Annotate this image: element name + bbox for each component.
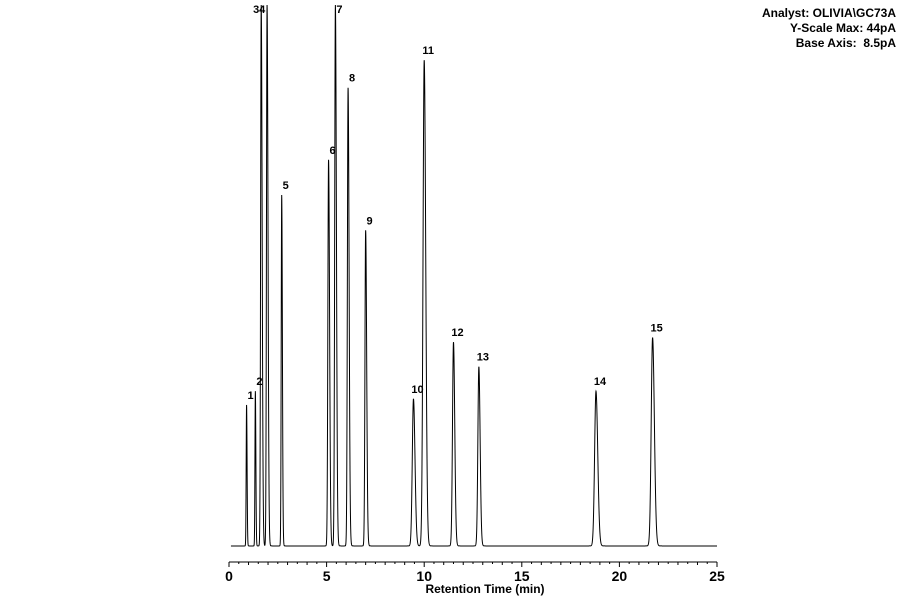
peak-label-7: 7	[336, 4, 342, 16]
x-axis-title: Retention Time (min)	[425, 582, 544, 596]
analyst-label: Analyst: OLIVIA\GC73A	[761, 6, 896, 20]
peak-label-14: 14	[594, 376, 607, 388]
peak-label-10: 10	[411, 384, 423, 396]
peak-label-6: 6	[330, 145, 336, 157]
peak-label-8: 8	[349, 73, 355, 85]
peak-label-5: 5	[283, 180, 289, 192]
x-tick-label: 5	[323, 568, 331, 584]
yscale-label: Y-Scale Max: 44pA	[789, 21, 896, 35]
x-tick-label: 25	[709, 568, 725, 584]
x-tick-label: 0	[225, 568, 233, 584]
x-tick-label: 20	[612, 568, 628, 584]
peak-label-34: 34	[253, 4, 266, 16]
peak-label-13: 13	[477, 352, 489, 364]
x-tick-label: 15	[514, 568, 530, 584]
x-tick-label: 10	[416, 568, 432, 584]
peak-label-11: 11	[422, 45, 434, 57]
peak-label-2: 2	[256, 376, 262, 388]
peak-label-15: 15	[650, 323, 662, 335]
peak-label-12: 12	[451, 327, 463, 339]
base-axis-label: Base Axis: 8.5pA	[795, 36, 896, 50]
peak-label-9: 9	[367, 215, 373, 227]
peak-label-1: 1	[248, 390, 254, 402]
chromatogram-trace	[230, 4, 717, 547]
x-axis: 0 5 10 15 20 25	[225, 561, 725, 584]
method-info: Analyst: OLIVIA\GC73A Y-Scale Max: 44pA …	[762, 6, 896, 51]
